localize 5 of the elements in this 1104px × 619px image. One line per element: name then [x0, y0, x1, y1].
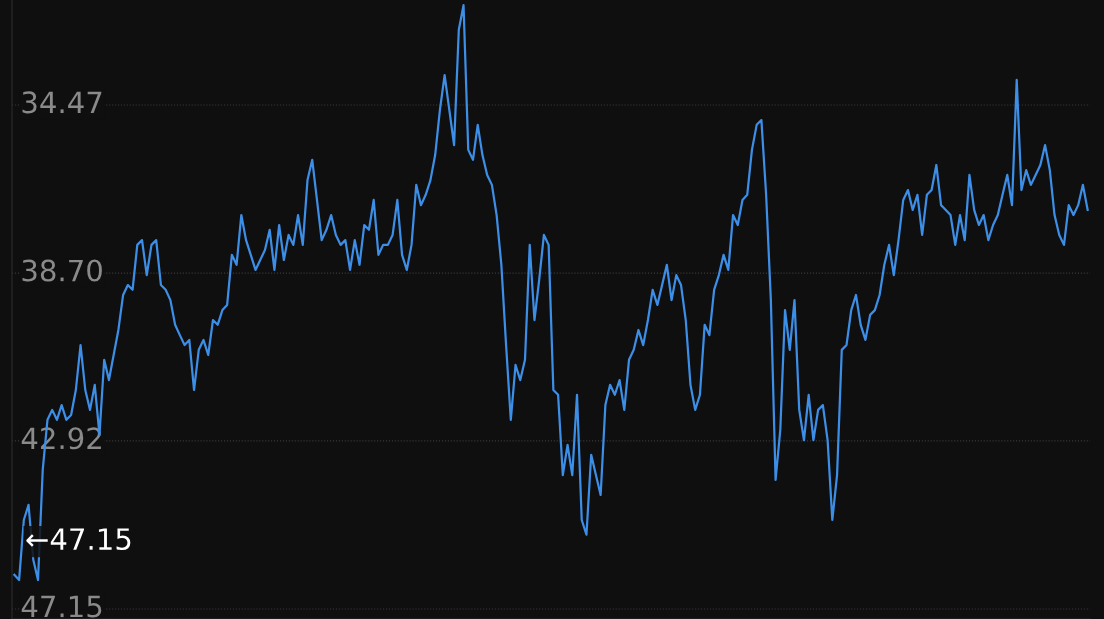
y-tick-label: 38.70 [22, 259, 102, 282]
line-series [13, 4, 1089, 582]
annotation: ←47.15 [26, 528, 131, 551]
y-tick-label: 34.47 [22, 91, 102, 114]
y-tick-label: 47.15 [21, 595, 102, 618]
